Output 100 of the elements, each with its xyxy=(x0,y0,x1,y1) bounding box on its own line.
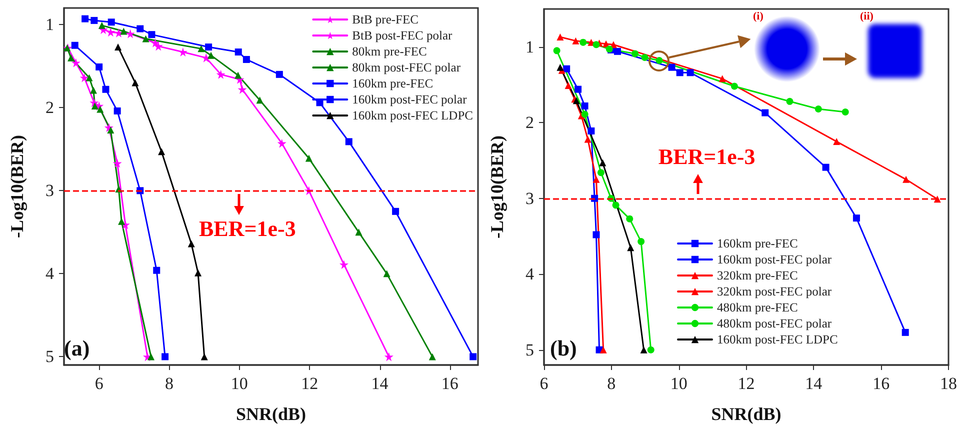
annotation: (a) xyxy=(64,336,90,360)
legend-label: 80km post-FEC polar xyxy=(352,60,462,74)
point xyxy=(574,86,582,93)
annotation: (i) xyxy=(753,10,764,22)
annotation: BER=1e-3 xyxy=(658,144,756,169)
point xyxy=(852,214,860,222)
point xyxy=(641,54,648,61)
point xyxy=(178,48,188,56)
point xyxy=(107,126,114,134)
legend-label: 480km pre-FEC xyxy=(717,300,798,314)
point xyxy=(277,138,286,148)
annotation: (ii) xyxy=(860,10,874,22)
y-tick-label: 2 xyxy=(46,98,54,118)
point xyxy=(136,25,144,32)
legend-label: 160km pre-FEC xyxy=(352,76,434,90)
point xyxy=(647,346,654,354)
point xyxy=(786,98,794,105)
point xyxy=(599,159,606,166)
x-tick-label: 10 xyxy=(670,374,688,393)
point xyxy=(158,148,166,156)
x-axis-title: SNR(dB) xyxy=(236,404,306,424)
x-tick-label: 14 xyxy=(371,374,389,393)
point xyxy=(592,41,600,48)
point xyxy=(234,72,242,79)
point xyxy=(216,70,226,79)
point xyxy=(718,75,726,82)
x-tick-label: 12 xyxy=(738,374,755,393)
y-tick-label: 3 xyxy=(46,181,54,200)
point xyxy=(597,169,604,176)
point xyxy=(632,50,639,58)
point xyxy=(572,37,580,44)
point xyxy=(355,228,362,236)
point xyxy=(234,48,242,56)
y-axis-title: -Log10(BER) xyxy=(487,135,507,238)
point xyxy=(676,69,684,76)
point xyxy=(584,136,592,143)
legend-label: 160km post-FEC polar xyxy=(717,252,832,266)
point xyxy=(114,44,122,51)
point xyxy=(384,352,394,362)
point xyxy=(814,105,822,112)
y-tick-label: 1 xyxy=(46,15,54,34)
y-tick-label: 1 xyxy=(526,37,534,56)
point xyxy=(153,266,160,274)
point xyxy=(82,15,89,22)
point xyxy=(276,70,283,78)
legend-label: 160km post-FEC LDPC xyxy=(352,108,474,122)
x-tick-label: 14 xyxy=(805,374,823,393)
point xyxy=(668,64,676,71)
point xyxy=(556,34,564,41)
y-tick-label: 5 xyxy=(526,340,534,360)
point xyxy=(194,269,202,276)
point xyxy=(188,240,195,248)
y-tick-label: 4 xyxy=(46,264,54,284)
legend-label: 160km post-FEC LDPC xyxy=(717,332,838,346)
point xyxy=(470,353,477,360)
point xyxy=(200,353,208,360)
point xyxy=(612,202,620,209)
x-tick-label: 16 xyxy=(872,374,890,393)
point xyxy=(553,47,560,54)
point xyxy=(142,35,150,42)
point xyxy=(556,64,564,71)
point xyxy=(118,218,126,225)
point xyxy=(305,154,312,162)
point xyxy=(205,44,212,51)
point xyxy=(120,28,128,35)
legend-label: 160km pre-FEC xyxy=(717,236,798,250)
point xyxy=(106,28,116,37)
point xyxy=(564,82,572,89)
point xyxy=(98,22,106,29)
point xyxy=(833,138,840,146)
point xyxy=(242,56,250,63)
point xyxy=(686,69,694,76)
point xyxy=(600,346,607,354)
y-tick-label: 2 xyxy=(526,113,534,132)
point xyxy=(383,270,390,278)
legend-label: BtB pre-FEC xyxy=(352,12,418,26)
point xyxy=(238,84,247,94)
point xyxy=(162,353,169,360)
y-axis-title: -Log10(BER) xyxy=(7,134,27,238)
x-tick-label: 16 xyxy=(441,374,458,393)
point xyxy=(428,353,436,360)
point xyxy=(581,102,588,110)
point xyxy=(614,48,621,55)
point xyxy=(71,42,78,49)
point xyxy=(112,158,122,168)
annotation: (b) xyxy=(550,336,577,360)
legend-label: 80km pre-FEC xyxy=(352,44,427,58)
point xyxy=(640,346,648,354)
point xyxy=(198,45,205,52)
point xyxy=(339,260,348,270)
point xyxy=(581,110,588,118)
point xyxy=(68,54,75,62)
point xyxy=(730,82,738,90)
point xyxy=(592,231,600,238)
x-tick-label: 8 xyxy=(165,374,174,393)
x-tick-label: 6 xyxy=(94,374,104,393)
point xyxy=(86,74,93,82)
point xyxy=(102,86,110,93)
point xyxy=(902,176,910,183)
point xyxy=(638,238,645,246)
